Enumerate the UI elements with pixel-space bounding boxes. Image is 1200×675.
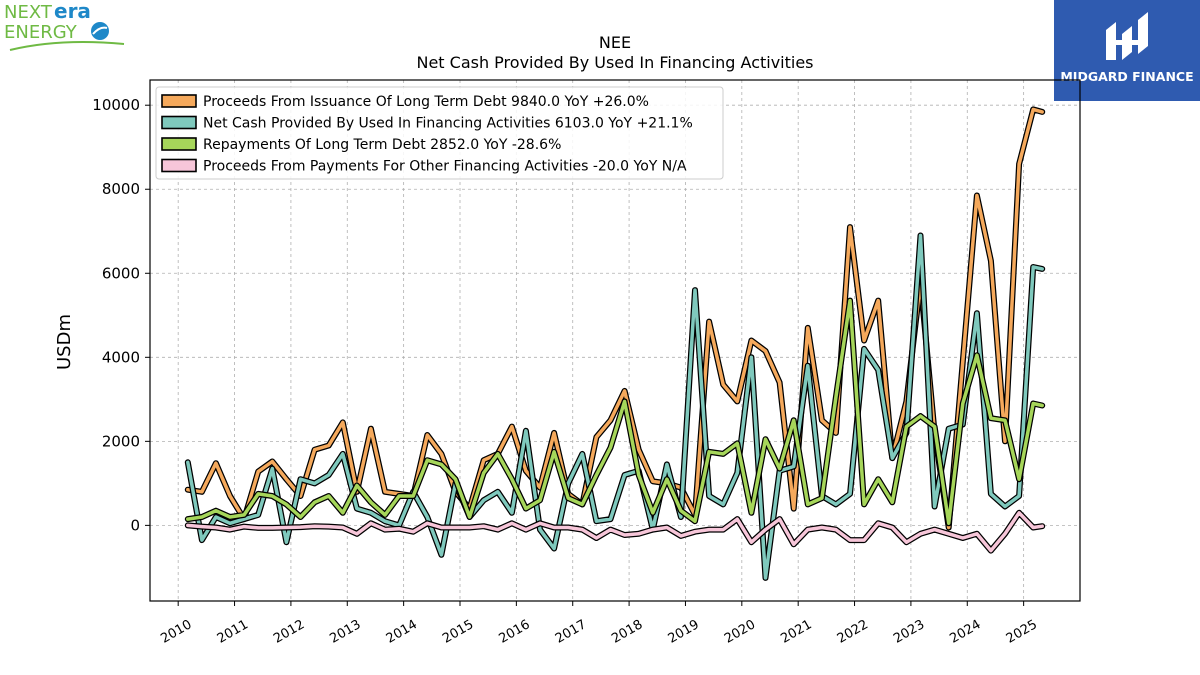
legend-item: Net Cash Provided By Used In Financing A… [161, 115, 693, 132]
plot-frame [149, 79, 1081, 602]
y-tick-label: 10000 [92, 96, 140, 114]
midgard-finance-logo: MIDGARD FINANCE [1054, 0, 1200, 101]
series-line [186, 107, 1044, 530]
x-tick-label: 2024 [947, 617, 983, 647]
x-tick-label: 2019 [666, 617, 702, 647]
legend-swatch [161, 158, 197, 173]
legend: Proceeds From Issuance Of Long Term Debt… [155, 86, 724, 180]
y-tick-label: 4000 [102, 348, 140, 366]
logo-underline-swoosh [9, 41, 125, 51]
logo-word-next: NEXT [4, 2, 53, 23]
x-tick-label: 2011 [215, 617, 251, 647]
x-tick-label: 2015 [440, 617, 476, 647]
x-tick-label: 2010 [158, 617, 194, 647]
legend-item: Proceeds From Issuance Of Long Term Debt… [161, 94, 649, 110]
series-lines [184, 106, 1046, 581]
x-tick-label: 2014 [384, 617, 420, 647]
y-axis-ticks: 0 2000 4000 6000 8000 10000 [92, 96, 150, 534]
x-tick-label: 2018 [609, 617, 645, 647]
x-tick-label: 2017 [553, 617, 589, 647]
x-tick-label: 2020 [722, 617, 758, 647]
series-2 [184, 297, 1046, 527]
x-tick-label: 2025 [1004, 617, 1040, 647]
chart-title: NEE [599, 33, 631, 52]
y-tick-label: 2000 [102, 432, 140, 450]
logo-word-energy: ENERGY [4, 22, 78, 43]
y-tick-label: 6000 [102, 264, 140, 282]
chart-subtitle: Net Cash Provided By Used In Financing A… [416, 53, 813, 72]
logo-globe-icon [91, 22, 109, 40]
x-tick-label: 2022 [835, 617, 871, 647]
logo-word-era: era [54, 0, 91, 23]
legend-item: Repayments Of Long Term Debt 2852.0 YoY … [161, 137, 561, 153]
series-3 [184, 509, 1046, 554]
x-tick-label: 2021 [778, 617, 814, 647]
x-tick-label: 2016 [497, 617, 533, 647]
legend-swatch [161, 94, 197, 108]
legend-swatch [161, 137, 197, 151]
x-tick-label: 2013 [327, 617, 363, 647]
legend-swatch [161, 115, 197, 130]
y-tick-label: 8000 [102, 180, 140, 198]
legend-label: Proceeds From Issuance Of Long Term Debt… [203, 94, 649, 110]
legend-label: Net Cash Provided By Used In Financing A… [203, 116, 693, 132]
series-line [186, 298, 1044, 526]
nextera-energy-logo: NEXT era ENERGY [4, 0, 125, 51]
midgard-finance-emblem-icon: MIDGARD FINANCE [1060, 12, 1194, 84]
y-axis-label: USDm [54, 314, 75, 370]
legend-item: Proceeds From Payments For Other Financi… [161, 158, 687, 175]
x-tick-label: 2012 [271, 617, 307, 647]
series-0 [184, 106, 1046, 531]
series-line [186, 511, 1044, 553]
legend-label: Proceeds From Payments For Other Financi… [203, 159, 687, 175]
legend-box [155, 86, 724, 180]
x-tick-label: 2023 [891, 617, 927, 647]
y-tick-label: 0 [130, 516, 140, 534]
logo-swoosh-icon [92, 26, 108, 35]
legend-label: Repayments Of Long Term Debt 2852.0 YoY … [203, 137, 561, 153]
midgard-finance-label: MIDGARD FINANCE [1060, 69, 1193, 84]
x-axis-ticks: 2010 2011 2012 2013 2014 2015 2016 2017 2018 2019… [158, 601, 1040, 647]
